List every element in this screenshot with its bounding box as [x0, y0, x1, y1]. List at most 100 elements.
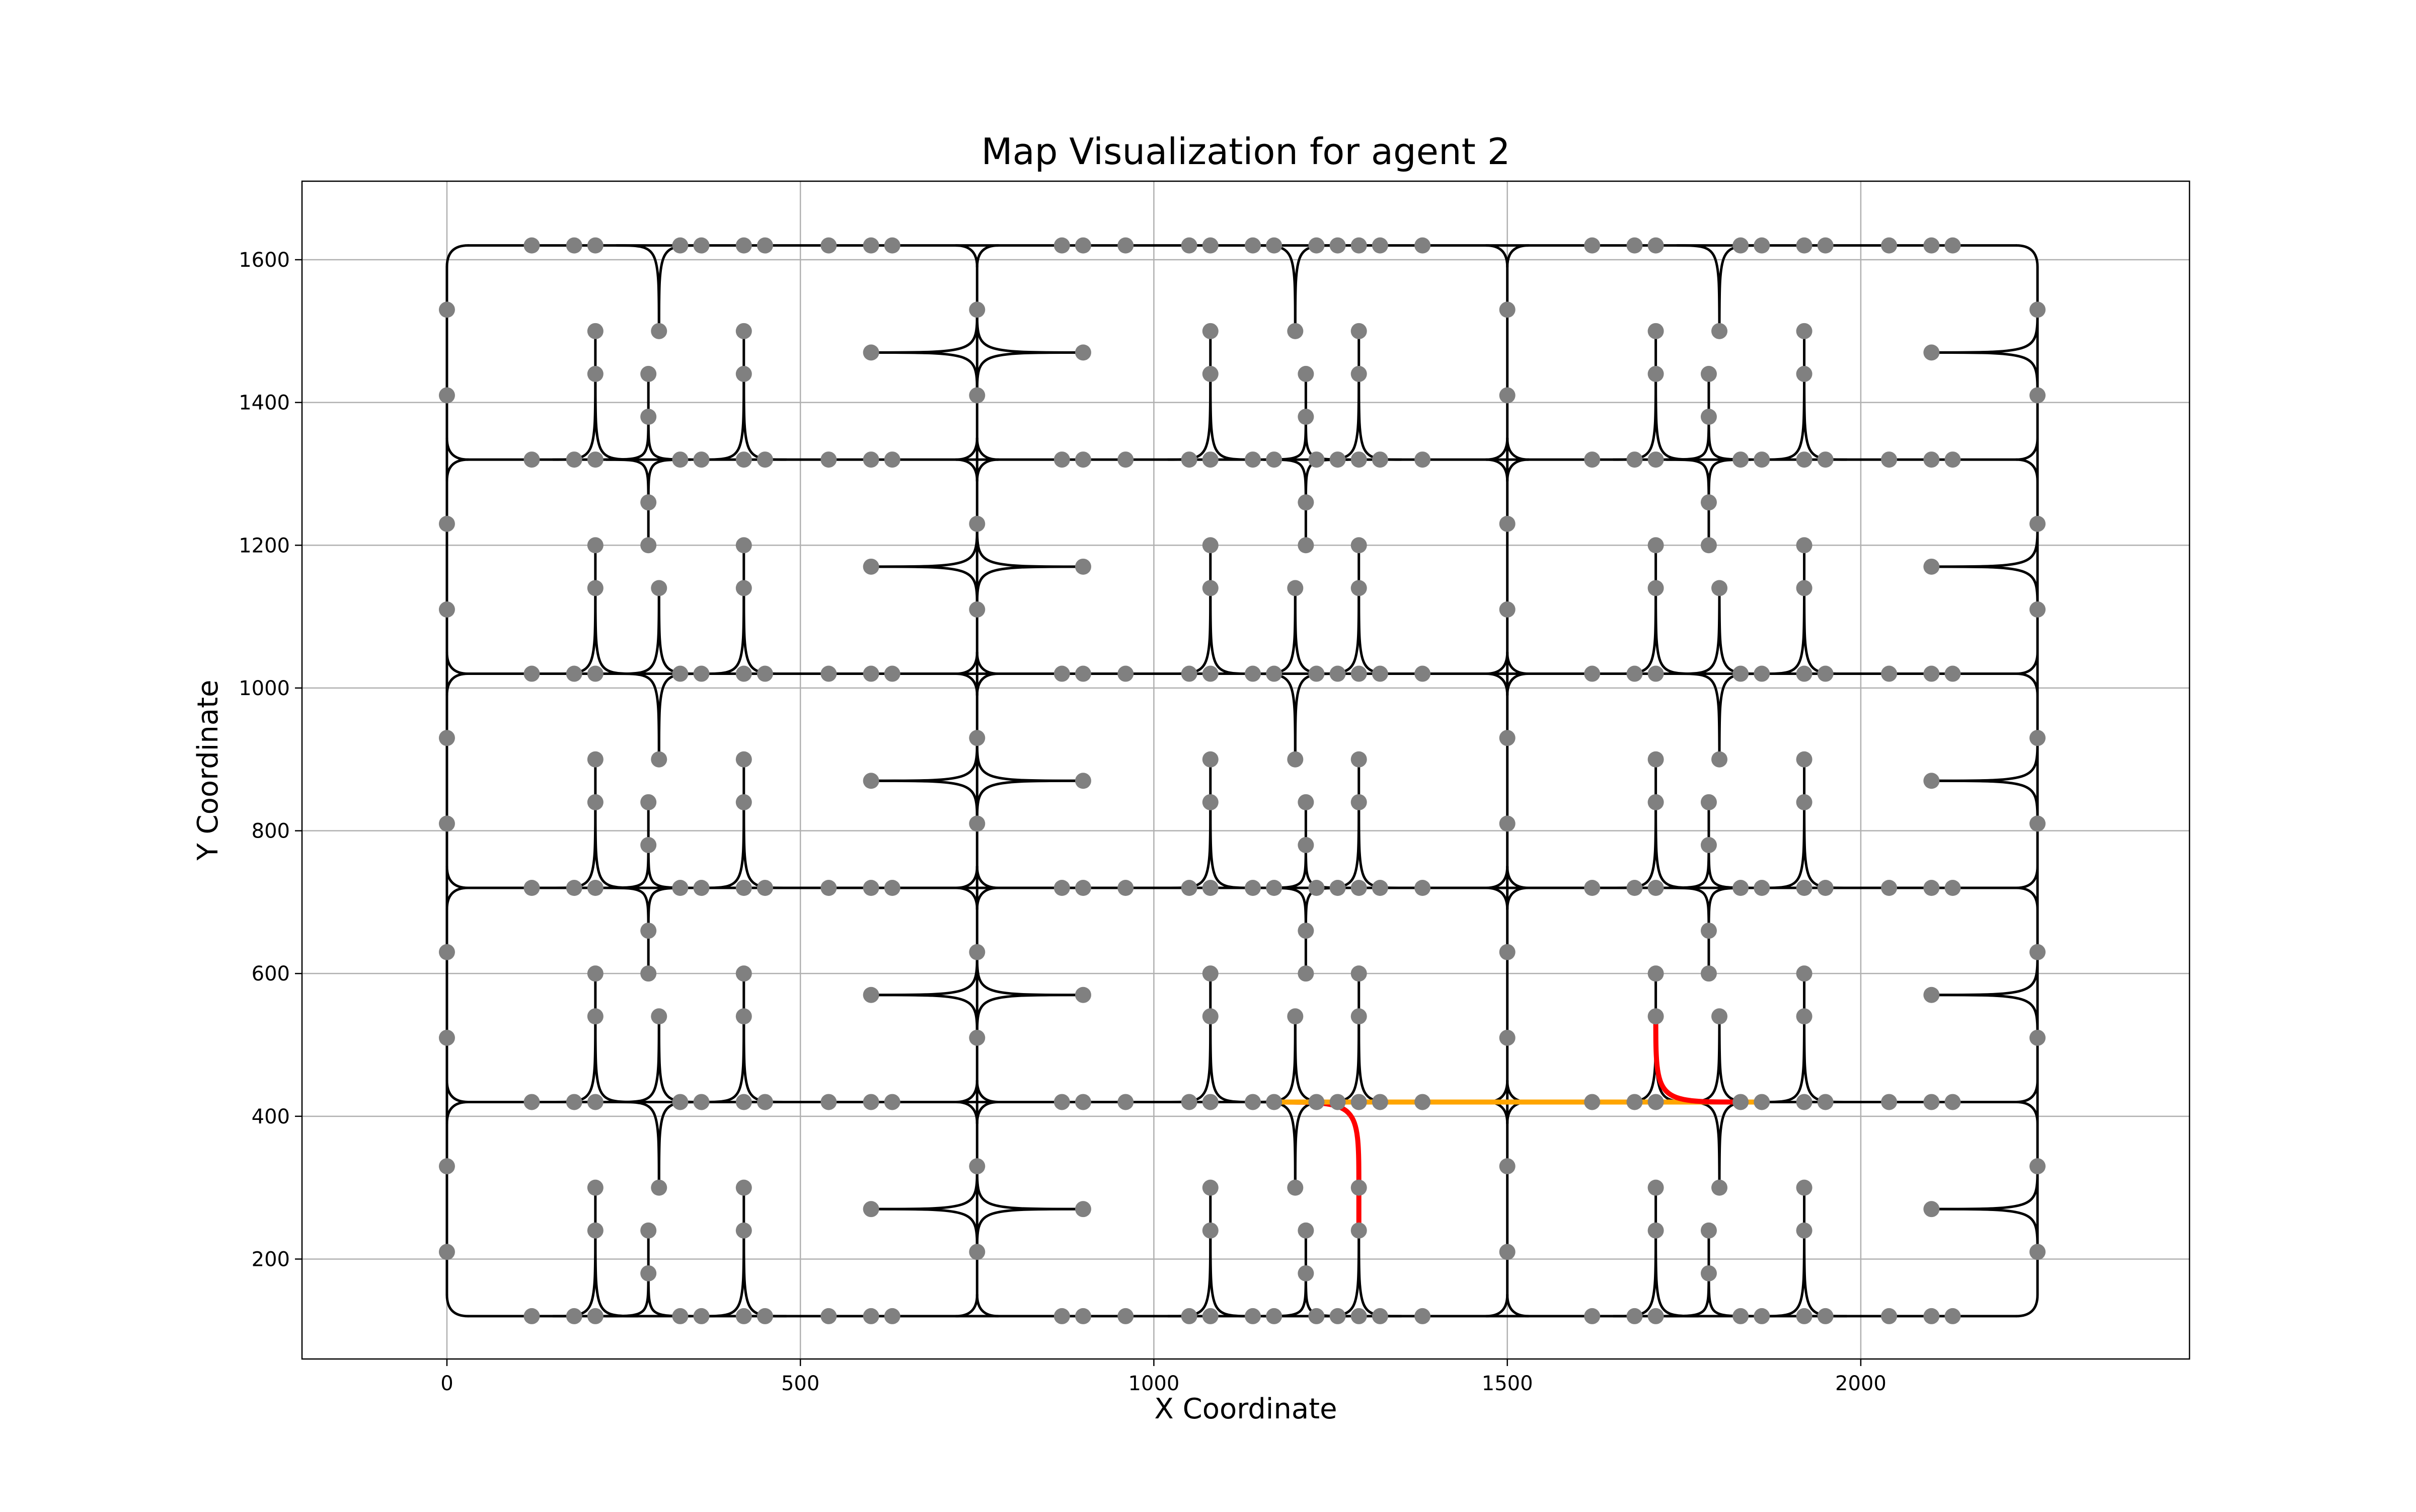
stub-curve — [1209, 1229, 1254, 1318]
column-node — [2029, 1244, 2046, 1260]
row-node — [1754, 665, 1770, 682]
row-node — [523, 451, 540, 468]
row-node — [1881, 1308, 1898, 1324]
stub-node — [1298, 794, 1314, 810]
stub-node — [1202, 1222, 1219, 1239]
column-node — [438, 1244, 455, 1260]
row-node — [1732, 665, 1749, 682]
axis-ticks: 0 500 1000 1500 2000 200 400 600 800 1000 1200 1400… — [239, 249, 1886, 1395]
column-node — [1499, 944, 1516, 960]
row-node — [1117, 451, 1134, 468]
row-node — [1245, 1308, 1261, 1324]
stub-node — [1298, 494, 1314, 511]
row-node — [1117, 1308, 1134, 1324]
row-node — [587, 237, 603, 254]
row-node — [1626, 1308, 1643, 1324]
side-curve — [1930, 779, 2039, 825]
side-node — [1923, 344, 1940, 361]
row-node — [1266, 880, 1282, 896]
side-curve — [975, 1207, 1085, 1253]
row-node — [757, 880, 773, 896]
row-node — [1308, 237, 1325, 254]
row-node — [1075, 665, 1091, 682]
side-node — [863, 1201, 879, 1218]
row-node — [1584, 665, 1601, 682]
stub-node — [1796, 965, 1813, 982]
row-node — [523, 665, 540, 682]
row-node — [1732, 1308, 1749, 1324]
column-node — [438, 944, 455, 960]
row-node — [1584, 1308, 1601, 1324]
y-tick-label: 400 — [252, 1105, 290, 1128]
column-node — [1499, 515, 1516, 532]
row-node — [1647, 880, 1664, 896]
row-node — [1732, 880, 1749, 896]
stub-node — [1202, 751, 1219, 768]
row-node — [1881, 237, 1898, 254]
stub-node — [1202, 1179, 1219, 1196]
row-node — [1414, 1308, 1431, 1324]
stub-node — [1700, 794, 1717, 810]
stub-node — [1796, 365, 1813, 382]
row-node — [1881, 665, 1898, 682]
junction-fillet — [445, 244, 470, 268]
stub-node — [1647, 537, 1664, 554]
junction-fillet — [1485, 886, 1509, 911]
stub-node — [735, 323, 752, 339]
stub-node — [587, 965, 603, 982]
row-node — [1202, 665, 1219, 682]
row-node — [1117, 1094, 1134, 1110]
stub-node — [651, 580, 667, 596]
y-tick-label: 600 — [252, 962, 290, 986]
row-node — [1923, 880, 1940, 896]
column-node — [2029, 601, 2046, 618]
stub-node — [1647, 323, 1664, 339]
row-node — [1754, 880, 1770, 896]
y-axis-label: Y Coordinate — [192, 680, 224, 861]
stub-node — [1350, 1222, 1367, 1239]
stub-node — [1700, 537, 1717, 554]
side-node — [863, 987, 879, 1003]
row-node — [1626, 451, 1643, 468]
stub-node — [587, 365, 603, 382]
stub-node — [1711, 323, 1728, 339]
row-node — [1308, 665, 1325, 682]
column-node — [969, 301, 986, 318]
side-node — [863, 558, 879, 575]
row-node — [1266, 451, 1282, 468]
stub-node — [1350, 537, 1367, 554]
row-node — [587, 1308, 603, 1324]
column-node — [969, 730, 986, 746]
stub-node — [1350, 751, 1367, 768]
row-node — [1626, 665, 1643, 682]
side-curve — [975, 351, 1085, 397]
x-tick-label: 2000 — [1835, 1372, 1886, 1395]
row-node — [1308, 880, 1325, 896]
row-node — [1350, 237, 1367, 254]
row-node — [1796, 1094, 1813, 1110]
row-node — [1754, 237, 1770, 254]
stub-node — [1700, 965, 1717, 982]
row-node — [1732, 451, 1749, 468]
column-node — [969, 1158, 986, 1175]
row-node — [1117, 237, 1134, 254]
row-node — [693, 237, 710, 254]
stub-node — [1796, 1179, 1813, 1196]
stub-node — [1287, 580, 1304, 596]
stub-node — [640, 837, 657, 853]
stub-node — [1298, 965, 1314, 982]
stub-node — [1202, 1008, 1219, 1025]
stub-node — [1796, 537, 1813, 554]
row-node — [693, 451, 710, 468]
row-node — [566, 1094, 582, 1110]
column-node — [438, 815, 455, 832]
row-node — [1117, 880, 1134, 896]
stub-node — [735, 580, 752, 596]
row-node — [1053, 665, 1070, 682]
row-node — [1372, 880, 1388, 896]
row-node — [1647, 665, 1664, 682]
row-node — [1817, 1094, 1834, 1110]
row-node — [1923, 1308, 1940, 1324]
x-tick-label: 500 — [781, 1372, 819, 1395]
